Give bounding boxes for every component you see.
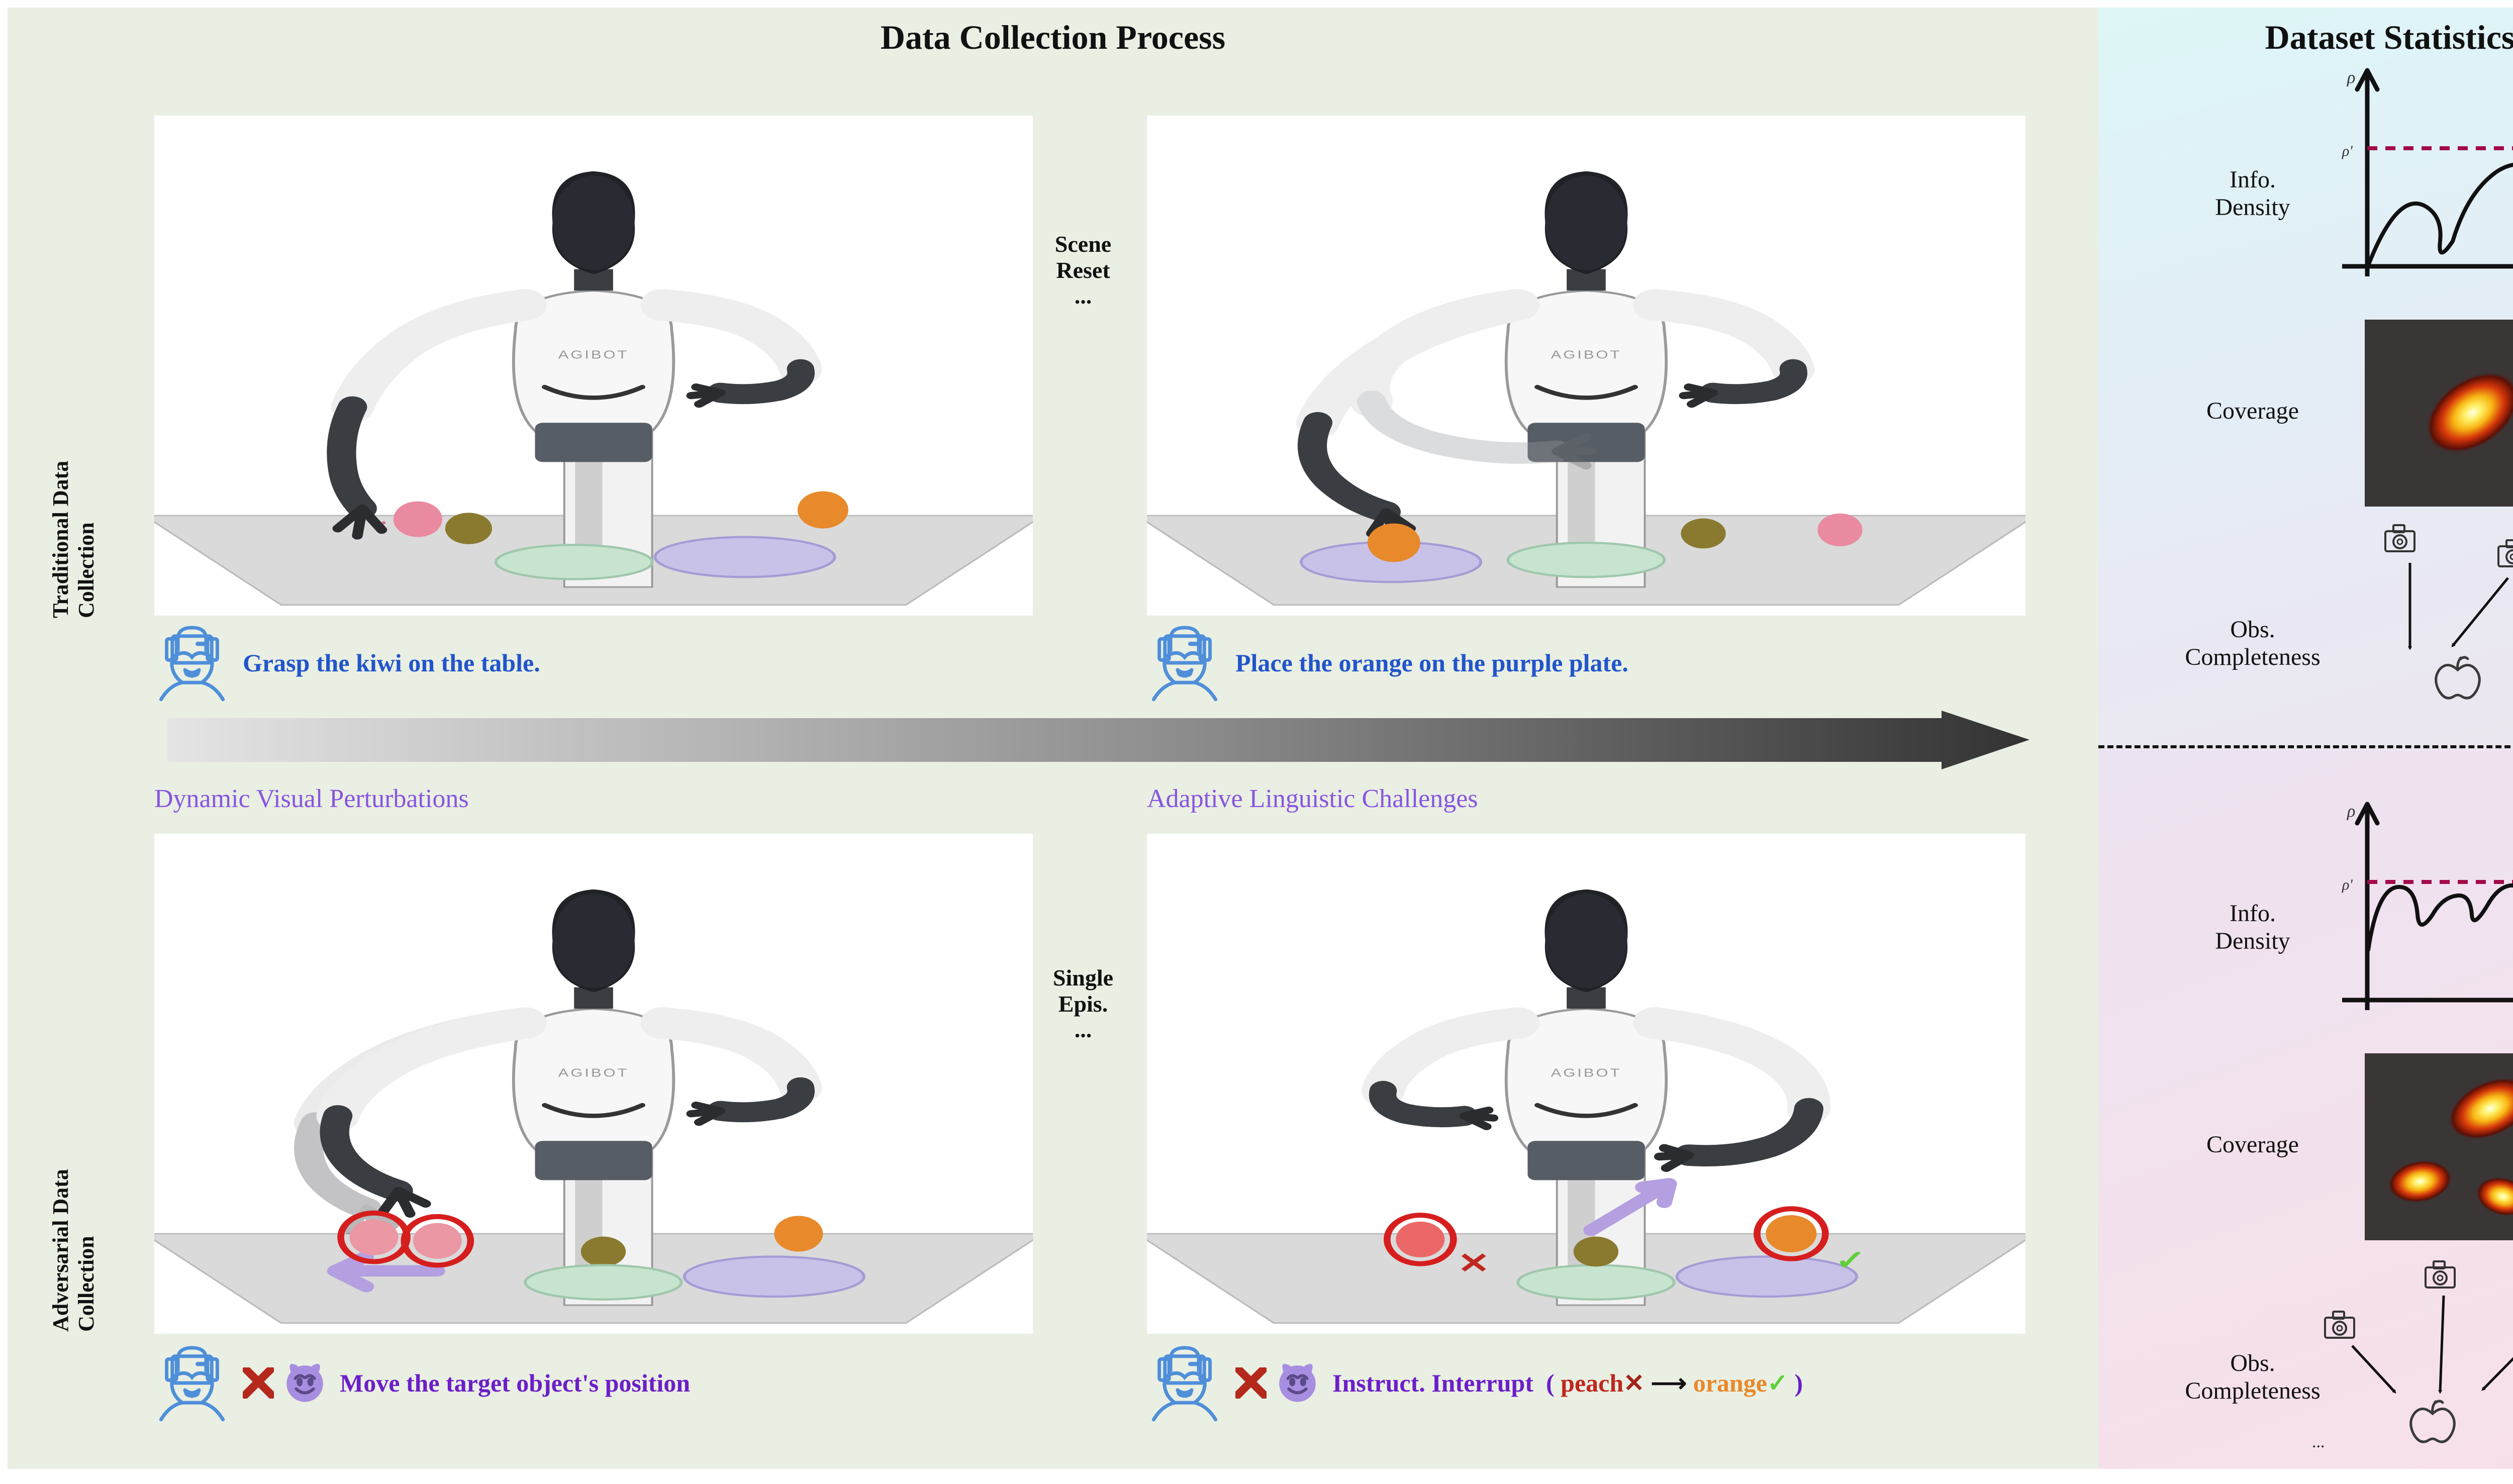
svg-text:ρ': ρ' — [2342, 876, 2353, 893]
svg-text:✕: ✕ — [1458, 1247, 1490, 1279]
svg-text:ρ': ρ' — [2342, 143, 2353, 159]
svg-text:...: ... — [2312, 1433, 2325, 1451]
svg-text:ρ: ρ — [2347, 802, 2355, 821]
svg-text:ρ: ρ — [2347, 68, 2355, 87]
svg-text:✓: ✓ — [1835, 1245, 1866, 1275]
